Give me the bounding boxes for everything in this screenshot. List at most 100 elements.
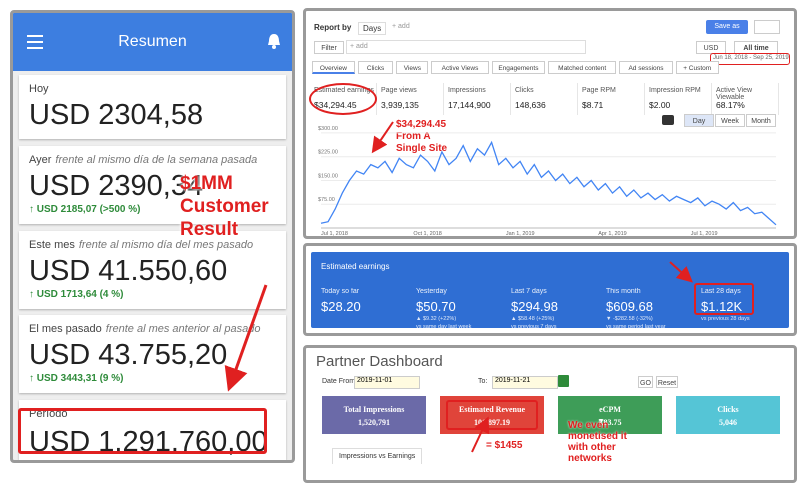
earnings-line: [320, 140, 777, 226]
note: frente al mismo día de la semana pasada: [55, 154, 258, 166]
card-change: ↑ USD 2185,07 (>500 %): [29, 204, 141, 215]
stat-card: El mes pasado frente al mes anterior al p…: [19, 315, 286, 393]
tile-label: Total Impressions: [343, 405, 405, 414]
date-from-label: Date From:: [322, 378, 358, 385]
comment-icon: [662, 115, 674, 125]
reset-button[interactable]: Reset: [656, 376, 678, 388]
earnings-column: Yesterday $50.70 ▲ $9.32 (+22%) vs same day…: [416, 288, 471, 330]
report-panel: Report by Days + add Save as Filter + add USD A…: [303, 8, 797, 239]
menu-icon[interactable]: [27, 35, 43, 49]
mobile-panel: Resumen Hoy USD 2304,58 Ayer frente al mism…: [10, 10, 295, 463]
to-label: To:: [478, 378, 488, 385]
granularity-button[interactable]: Day: [684, 114, 714, 127]
download-icon: [754, 20, 780, 34]
column-change: ▲ $58.48 (+25%): [511, 316, 555, 322]
card-value: USD 2304,58: [29, 99, 204, 131]
filter-box: [346, 40, 586, 54]
y-tick-label: $300.00: [318, 126, 338, 132]
label: Hoy: [29, 83, 49, 95]
label: Ayer: [29, 154, 52, 166]
report-tab[interactable]: Engagements: [491, 61, 546, 74]
go-button[interactable]: GO: [638, 376, 653, 388]
metric-highlight: [309, 83, 377, 115]
tile-value: 5,046: [719, 418, 737, 427]
report-tab[interactable]: Ad sessions: [619, 61, 673, 74]
annotation-line: monetised it: [568, 431, 627, 442]
days-dropdown[interactable]: Days: [358, 22, 387, 35]
tile-value: ₹83.75: [598, 418, 622, 427]
column-label: Yesterday: [416, 288, 447, 295]
report-tab[interactable]: Views: [396, 61, 429, 74]
partner-panel: Partner Dashboard Date From: 2019-11-01 To:…: [303, 345, 797, 483]
filter-add: + add: [350, 43, 368, 50]
metric-value: 68.17%: [716, 100, 745, 110]
report-tab[interactable]: + Custom: [675, 61, 719, 74]
report-by: Report by: [314, 23, 352, 32]
metric-label: Impression RPM: [649, 87, 701, 94]
annotation-line: $34,294.45: [396, 119, 447, 130]
annotation-line: Single Site: [396, 143, 448, 154]
card-title: Estimated earnings: [321, 262, 390, 271]
dashboard-title: Partner Dashboard: [316, 353, 443, 370]
report-tab[interactable]: Clicks: [357, 61, 394, 74]
stat-tile: Estimated Revenue 101,897.19: [440, 396, 544, 434]
metric: Impressions 17,144,900: [444, 83, 511, 115]
y-tick-label: $150.00: [318, 173, 338, 179]
date-from-input[interactable]: 2019-11-01: [354, 376, 420, 389]
column-compare: vs previous 28 days: [701, 316, 750, 322]
metric: Page views 3,939,135: [377, 83, 444, 115]
label: El mes pasado: [29, 323, 102, 335]
card-value: USD 43.755,20: [29, 339, 228, 371]
report-tab[interactable]: Active Views: [431, 61, 489, 74]
granularity-button[interactable]: Week: [715, 114, 745, 127]
highlight-box: [446, 400, 538, 430]
card-label: Período: [29, 408, 68, 420]
column-value: $50.70: [416, 299, 456, 314]
x-tick-label: Jan 1, 2019: [506, 231, 535, 236]
column-compare: vs previous 7 days: [511, 324, 557, 330]
earnings-column: This month $609.68 ▼ -$282.58 (-32%) vs sam…: [606, 288, 666, 330]
granularity-button[interactable]: Month: [746, 114, 776, 127]
annotation: = $1455: [486, 440, 523, 451]
column-change: ▲ $9.32 (+22%): [416, 316, 457, 322]
filter-button[interactable]: Filter: [314, 41, 344, 54]
earnings-column: Last 28 days $1.12K vs previous 28 days: [701, 288, 750, 322]
annotation: $34,294.45 From A Single Site: [396, 119, 447, 155]
column-value: $609.68: [606, 299, 653, 314]
stat-card: Ayer frente al mismo día de la semana pas…: [19, 146, 286, 224]
annotation: We even monetised it with other networks: [568, 420, 627, 464]
date-range[interactable]: All time: [734, 41, 778, 54]
metric-label: Impressions: [448, 87, 486, 94]
column-label: This month: [606, 288, 641, 295]
metric-label: Page views: [381, 87, 417, 94]
x-tick-label: Jul 1, 2018: [321, 231, 348, 236]
chart-tab[interactable]: Impressions vs Earnings: [332, 448, 423, 464]
highlight-box: [18, 408, 267, 454]
note: frente al mes anterior al pasado: [105, 323, 261, 335]
date-to-input[interactable]: 2019-11-21: [492, 376, 558, 389]
report-tab[interactable]: Matched content: [548, 61, 617, 74]
column-label: Last 7 days: [511, 288, 547, 295]
column-value: $1.12K: [701, 299, 743, 314]
column-change: ▼ -$282.58 (-32%): [606, 316, 653, 322]
column-compare: vs same day last week: [416, 324, 472, 330]
report-tab[interactable]: Overview: [312, 61, 355, 74]
save-as[interactable]: Save as: [706, 20, 748, 34]
column-value: $294.98: [511, 299, 558, 314]
bell-icon[interactable]: [267, 33, 281, 49]
metric-label: Page RPM: [582, 87, 616, 94]
metric-value: 17,144,900: [448, 100, 491, 110]
metric: Active View Viewable 68.17%: [712, 83, 779, 115]
tile-label: eCPM: [599, 405, 621, 414]
annotation-line: Result: [180, 219, 239, 240]
annotation-line: $1MM: [180, 173, 233, 194]
note: frente al mismo día del mes pasado: [78, 239, 254, 251]
stat-card: Hoy USD 2304,58: [19, 75, 286, 139]
dates-box: [710, 53, 790, 65]
y-tick-label: $225.00: [318, 150, 338, 156]
app-header: Resumen: [13, 13, 292, 71]
metric-label: Active View Viewable: [716, 87, 753, 101]
card-label: El mes pasado frente al mes anterior al p…: [29, 323, 260, 335]
card-change: ↑ USD 1713,64 (4 %): [29, 289, 124, 300]
